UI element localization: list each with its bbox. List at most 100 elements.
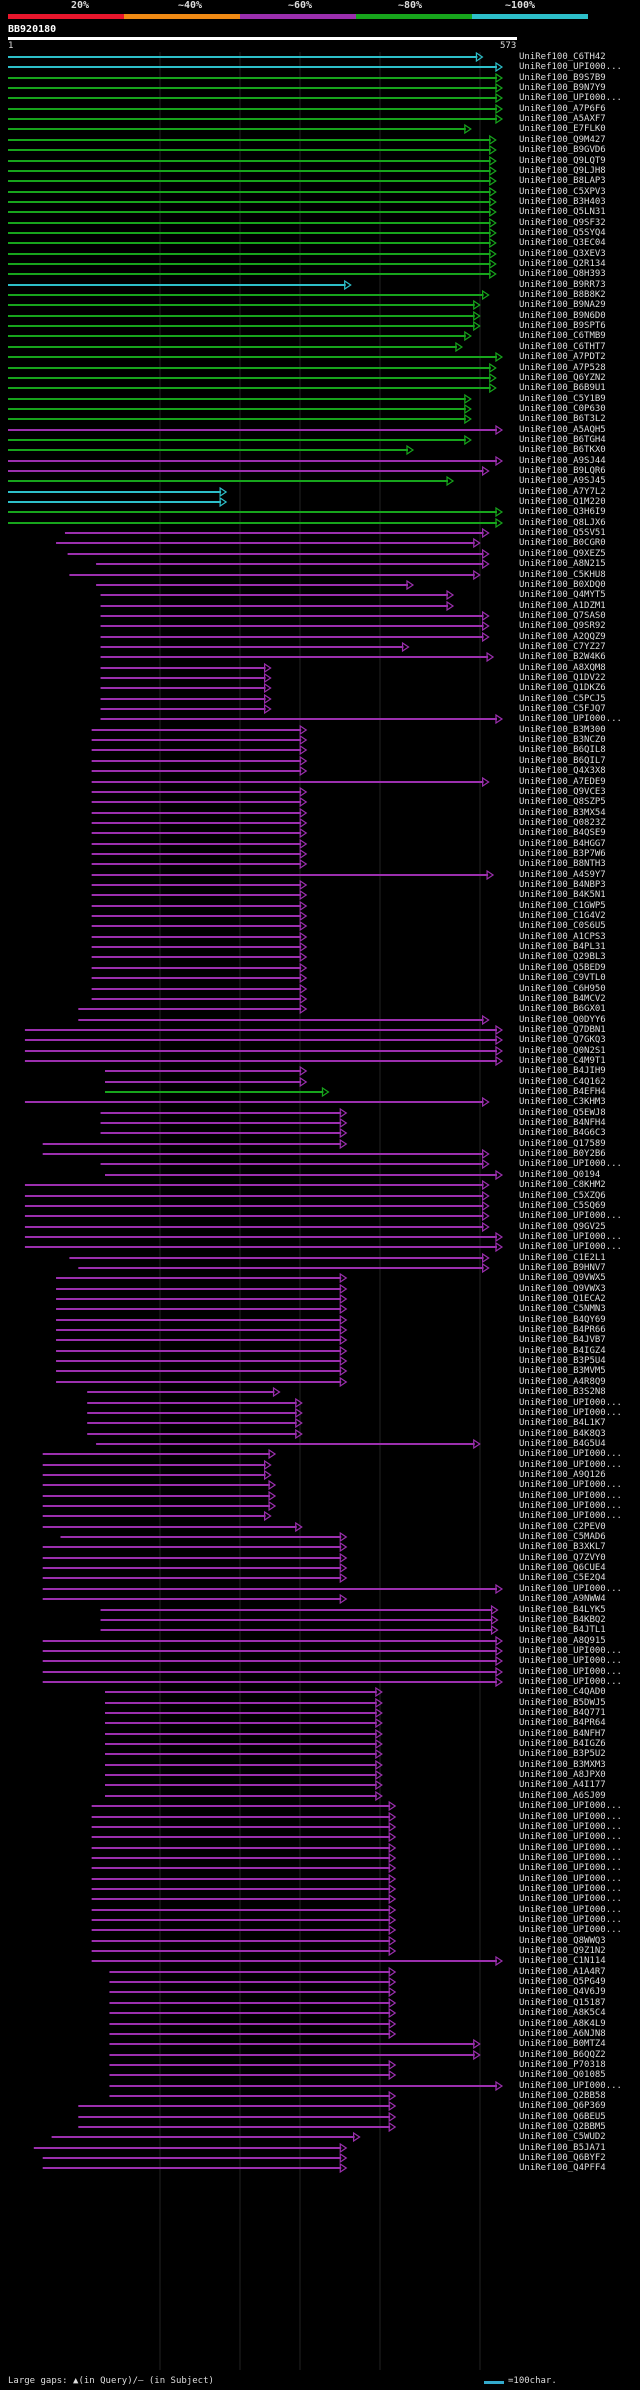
hit-id-link[interactable]: UniRef100_B8B8K2 <box>519 290 606 300</box>
hit-id-link[interactable]: UniRef100_Q9LQT9 <box>519 156 606 166</box>
hit-id-link[interactable]: UniRef100_UPI000... <box>519 1408 622 1418</box>
hit-id-link[interactable]: UniRef100_Q6CUE4 <box>519 1563 606 1573</box>
hit-id-link[interactable]: UniRef100_A1CPS3 <box>519 932 606 942</box>
hit-id-link[interactable]: UniRef100_Q1M220 <box>519 497 606 507</box>
hit-id-link[interactable]: UniRef100_A8K4L9 <box>519 2019 606 2029</box>
hit-id-link[interactable]: UniRef100_Q6YZN2 <box>519 373 606 383</box>
hit-id-link[interactable]: UniRef100_A4R8Q9 <box>519 1377 606 1387</box>
hit-id-link[interactable]: UniRef100_A7PDT2 <box>519 352 606 362</box>
hit-id-link[interactable]: UniRef100_C5MAD6 <box>519 1532 606 1542</box>
hit-id-link[interactable]: UniRef100_B3MXM3 <box>519 1760 606 1770</box>
hit-id-link[interactable]: UniRef100_A7EDE9 <box>519 777 606 787</box>
hit-id-link[interactable]: UniRef100_A7P528 <box>519 363 606 373</box>
hit-id-link[interactable]: UniRef100_Q2BBM5 <box>519 2122 606 2132</box>
hit-id-link[interactable]: UniRef100_Q0N2S1 <box>519 1046 606 1056</box>
hit-id-link[interactable]: UniRef100_C0P630 <box>519 404 606 414</box>
hit-id-link[interactable]: UniRef100_B9HNV7 <box>519 1263 606 1273</box>
hit-id-link[interactable]: UniRef100_C6H950 <box>519 984 606 994</box>
hit-id-link[interactable]: UniRef100_Q6P369 <box>519 2101 606 2111</box>
hit-id-link[interactable]: UniRef100_C1G4V2 <box>519 911 606 921</box>
hit-id-link[interactable]: UniRef100_C5KHU8 <box>519 570 606 580</box>
hit-id-link[interactable]: UniRef100_UPI000... <box>519 1843 622 1853</box>
hit-id-link[interactable]: UniRef100_B9LQR6 <box>519 466 606 476</box>
hit-id-link[interactable]: UniRef100_Q4PFF4 <box>519 2163 606 2173</box>
hit-id-link[interactable]: UniRef100_B6QIL8 <box>519 745 606 755</box>
hit-id-link[interactable]: UniRef100_B4JVB7 <box>519 1335 606 1345</box>
hit-id-link[interactable]: UniRef100_B4IGZ6 <box>519 1739 606 1749</box>
hit-id-link[interactable]: UniRef100_A1DZM1 <box>519 601 606 611</box>
hit-id-link[interactable]: UniRef100_UPI000... <box>519 1894 622 1904</box>
hit-id-link[interactable]: UniRef100_Q3H6I9 <box>519 507 606 517</box>
hit-id-link[interactable]: UniRef100_Q4MYT5 <box>519 590 606 600</box>
hit-id-link[interactable]: UniRef100_B8LAP3 <box>519 176 606 186</box>
hit-id-link[interactable]: UniRef100_B8NTH3 <box>519 859 606 869</box>
hit-id-link[interactable]: UniRef100_Q7SAS0 <box>519 611 606 621</box>
hit-id-link[interactable]: UniRef100_UPI000... <box>519 1667 622 1677</box>
hit-id-link[interactable]: UniRef100_B0Y2B6 <box>519 1149 606 1159</box>
hit-id-link[interactable]: UniRef100_B4K8Q3 <box>519 1429 606 1439</box>
hit-id-link[interactable]: UniRef100_UPI000... <box>519 1449 622 1459</box>
hit-id-link[interactable]: UniRef100_B4EFH4 <box>519 1087 606 1097</box>
hit-id-link[interactable]: UniRef100_B4L1K7 <box>519 1418 606 1428</box>
hit-id-link[interactable]: UniRef100_UPI000... <box>519 1656 622 1666</box>
hit-id-link[interactable]: UniRef100_UPI000... <box>519 1822 622 1832</box>
hit-id-link[interactable]: UniRef100_Q8SZP5 <box>519 797 606 807</box>
hit-id-link[interactable]: UniRef100_B4PR66 <box>519 1325 606 1335</box>
hit-id-link[interactable]: UniRef100_Q7DBN1 <box>519 1025 606 1035</box>
hit-id-link[interactable]: UniRef100_UPI000... <box>519 1480 622 1490</box>
hit-id-link[interactable]: UniRef100_Q9M427 <box>519 135 606 145</box>
hit-id-link[interactable]: UniRef100_B0CGR0 <box>519 538 606 548</box>
hit-id-link[interactable]: UniRef100_C4QAD0 <box>519 1687 606 1697</box>
hit-id-link[interactable]: UniRef100_UPI000... <box>519 1646 622 1656</box>
hit-id-link[interactable]: UniRef100_UPI000... <box>519 1832 622 1842</box>
hit-id-link[interactable]: UniRef100_C5Y1B9 <box>519 394 606 404</box>
hit-id-link[interactable]: UniRef100_E7FLK0 <box>519 124 606 134</box>
hit-id-link[interactable]: UniRef100_B6B9U1 <box>519 383 606 393</box>
hit-id-link[interactable]: UniRef100_UPI000... <box>519 1211 622 1221</box>
hit-id-link[interactable]: UniRef100_B6TGH4 <box>519 435 606 445</box>
hit-id-link[interactable]: UniRef100_B3H403 <box>519 197 606 207</box>
hit-id-link[interactable]: UniRef100_UPI000... <box>519 1491 622 1501</box>
hit-id-link[interactable]: UniRef100_UPI000... <box>519 1159 622 1169</box>
hit-id-link[interactable]: UniRef100_C6TH42 <box>519 52 606 62</box>
hit-id-link[interactable]: UniRef100_UPI000... <box>519 1905 622 1915</box>
hit-id-link[interactable]: UniRef100_C2PEV0 <box>519 1522 606 1532</box>
hit-id-link[interactable]: UniRef100_C1GWP5 <box>519 901 606 911</box>
hit-id-link[interactable]: UniRef100_B4G6C3 <box>519 1128 606 1138</box>
hit-id-link[interactable]: UniRef100_A8K5C4 <box>519 2008 606 2018</box>
hit-id-link[interactable]: UniRef100_C6THT7 <box>519 342 606 352</box>
hit-id-link[interactable]: UniRef100_Q5PG49 <box>519 1977 606 1987</box>
hit-id-link[interactable]: UniRef100_Q9SR92 <box>519 621 606 631</box>
hit-id-link[interactable]: UniRef100_B9NA29 <box>519 300 606 310</box>
hit-id-link[interactable]: UniRef100_B4PR64 <box>519 1718 606 1728</box>
hit-id-link[interactable]: UniRef100_Q7ZVY0 <box>519 1553 606 1563</box>
hit-id-link[interactable]: UniRef100_Q3XEV3 <box>519 249 606 259</box>
hit-id-link[interactable]: UniRef100_Q15187 <box>519 1998 606 2008</box>
hit-id-link[interactable]: UniRef100_Q8LJX6 <box>519 518 606 528</box>
hit-id-link[interactable]: UniRef100_Q9XEZ5 <box>519 549 606 559</box>
hit-id-link[interactable]: UniRef100_A4S9Y7 <box>519 870 606 880</box>
hit-id-link[interactable]: UniRef100_Q4V6J9 <box>519 1987 606 1997</box>
hit-id-link[interactable]: UniRef100_A9SJ45 <box>519 476 606 486</box>
hit-id-link[interactable]: UniRef100_Q3EC04 <box>519 238 606 248</box>
hit-id-link[interactable]: UniRef100_B3MX54 <box>519 808 606 818</box>
hit-id-link[interactable]: UniRef100_B6QIL7 <box>519 756 606 766</box>
hit-id-link[interactable]: UniRef100_C9VTL0 <box>519 973 606 983</box>
hit-id-link[interactable]: UniRef100_C5SQ69 <box>519 1201 606 1211</box>
hit-id-link[interactable]: UniRef100_C5FJQ7 <box>519 704 606 714</box>
hit-id-link[interactable]: UniRef100_C4M9T1 <box>519 1056 606 1066</box>
hit-id-link[interactable]: UniRef100_B9S7B9 <box>519 73 606 83</box>
hit-id-link[interactable]: UniRef100_Q0DYY6 <box>519 1015 606 1025</box>
hit-id-link[interactable]: UniRef100_UPI000... <box>519 1511 622 1521</box>
hit-id-link[interactable]: UniRef100_B3P5U2 <box>519 1749 606 1759</box>
hit-id-link[interactable]: UniRef100_B4NFH4 <box>519 1118 606 1128</box>
hit-id-link[interactable]: UniRef100_B4NBP3 <box>519 880 606 890</box>
hit-id-link[interactable]: UniRef100_UPI000... <box>519 1584 622 1594</box>
hit-id-link[interactable]: UniRef100_B9SPT6 <box>519 321 606 331</box>
hit-id-link[interactable]: UniRef100_B4PL31 <box>519 942 606 952</box>
hit-id-link[interactable]: UniRef100_B9RR73 <box>519 280 606 290</box>
hit-id-link[interactable]: UniRef100_B4HGG7 <box>519 839 606 849</box>
hit-id-link[interactable]: UniRef100_C1N114 <box>519 1956 606 1966</box>
hit-id-link[interactable]: UniRef100_A8XQM8 <box>519 663 606 673</box>
hit-id-link[interactable]: UniRef100_C5E2Q4 <box>519 1573 606 1583</box>
